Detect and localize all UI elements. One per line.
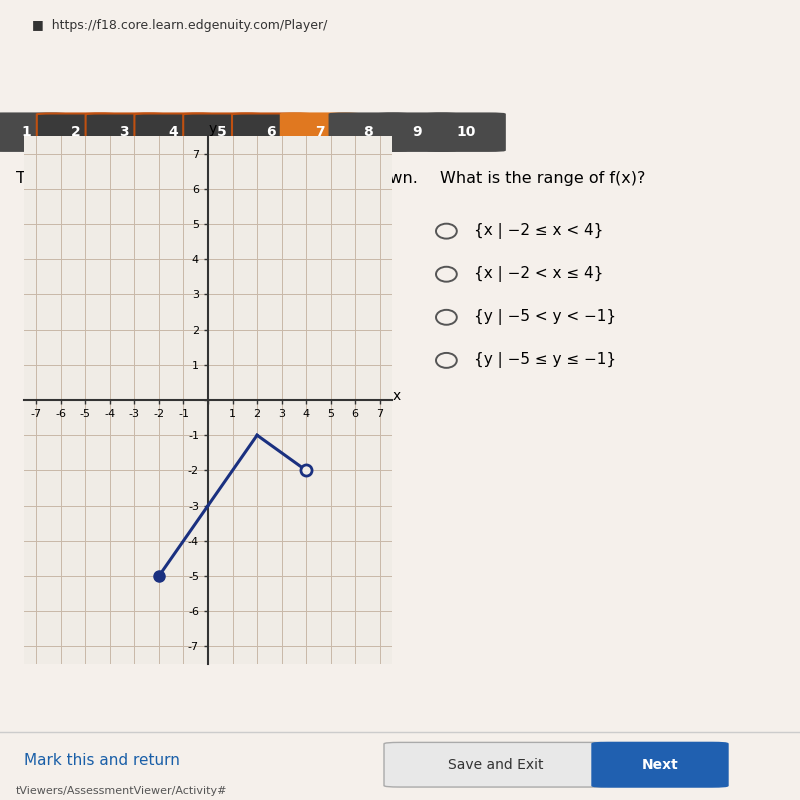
FancyBboxPatch shape [183,114,261,151]
Text: 1: 1 [22,125,32,139]
FancyBboxPatch shape [281,114,358,151]
Text: 4: 4 [168,125,178,139]
Text: Mark this and return: Mark this and return [24,753,180,768]
Text: Next: Next [642,758,678,772]
Text: ■  https://f18.core.learn.edgenuity.com/Player/: ■ https://f18.core.learn.edgenuity.com/P… [32,19,327,33]
Text: y: y [209,122,217,136]
Text: 5: 5 [217,125,227,139]
Text: {y | −5 ≤ y ≤ −1}: {y | −5 ≤ y ≤ −1} [474,352,616,368]
Text: {y | −5 < y < −1}: {y | −5 < y < −1} [474,310,616,326]
FancyBboxPatch shape [384,742,608,787]
FancyBboxPatch shape [427,114,505,151]
FancyBboxPatch shape [378,114,456,151]
FancyBboxPatch shape [37,114,114,151]
FancyBboxPatch shape [0,114,66,151]
FancyBboxPatch shape [592,742,728,787]
Text: 8: 8 [363,125,374,139]
Text: 2: 2 [70,125,81,139]
FancyBboxPatch shape [232,114,310,151]
Text: 7: 7 [314,125,325,139]
Text: x: x [393,390,401,403]
Text: 9: 9 [412,125,422,139]
Text: tViewers/AssessmentViewer/Activity#: tViewers/AssessmentViewer/Activity# [16,786,227,797]
FancyBboxPatch shape [134,114,212,151]
Text: {x | −2 < x ≤ 4}: {x | −2 < x ≤ 4} [474,266,603,282]
Text: Save and Exit: Save and Exit [448,758,544,772]
Text: {x | −2 ≤ x < 4}: {x | −2 ≤ x < 4} [474,223,603,239]
Text: 6: 6 [266,125,276,139]
Text: What is the range of f(x)?: What is the range of f(x)? [440,171,646,186]
Text: The graph of the piecewise function f(x) is shown.: The graph of the piecewise function f(x)… [16,171,418,186]
FancyBboxPatch shape [330,114,407,151]
Text: 10: 10 [456,125,476,139]
Text: 3: 3 [119,125,130,139]
FancyBboxPatch shape [86,114,163,151]
